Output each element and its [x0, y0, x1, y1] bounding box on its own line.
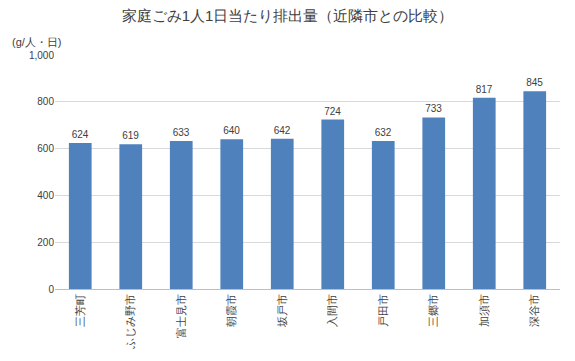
svg-text:三郷市: 三郷市 [427, 294, 439, 327]
svg-text:三芳町: 三芳町 [74, 294, 86, 327]
svg-text:845: 845 [526, 77, 543, 88]
svg-text:817: 817 [476, 84, 493, 95]
svg-text:加須市: 加須市 [478, 294, 490, 327]
svg-text:642: 642 [274, 125, 291, 136]
svg-text:深谷市: 深谷市 [528, 294, 540, 327]
svg-text:600: 600 [37, 143, 54, 154]
svg-text:200: 200 [37, 237, 54, 248]
svg-text:0: 0 [48, 284, 54, 295]
svg-text:坂戸市: 坂戸市 [276, 294, 288, 328]
svg-text:戸田市: 戸田市 [377, 294, 389, 327]
svg-text:633: 633 [173, 127, 190, 138]
svg-text:800: 800 [37, 96, 54, 107]
svg-text:家庭ごみ1人1日当たり排出量（近隣市との比較）: 家庭ごみ1人1日当たり排出量（近隣市との比較） [122, 7, 454, 24]
svg-text:ふじみ野市: ふじみ野市 [124, 294, 136, 350]
svg-text:400: 400 [37, 190, 54, 201]
svg-text:1,000: 1,000 [29, 50, 54, 61]
svg-text:632: 632 [375, 127, 392, 138]
svg-text:(g/人・日): (g/人・日) [12, 36, 62, 48]
svg-text:富士見市: 富士見市 [175, 294, 187, 338]
svg-text:入間市: 入間市 [326, 294, 338, 327]
svg-text:724: 724 [324, 106, 341, 117]
svg-text:619: 619 [122, 130, 139, 141]
svg-text:733: 733 [425, 103, 442, 114]
svg-text:624: 624 [72, 129, 89, 140]
svg-text:朝霞市: 朝霞市 [225, 294, 237, 327]
svg-text:640: 640 [223, 125, 240, 136]
